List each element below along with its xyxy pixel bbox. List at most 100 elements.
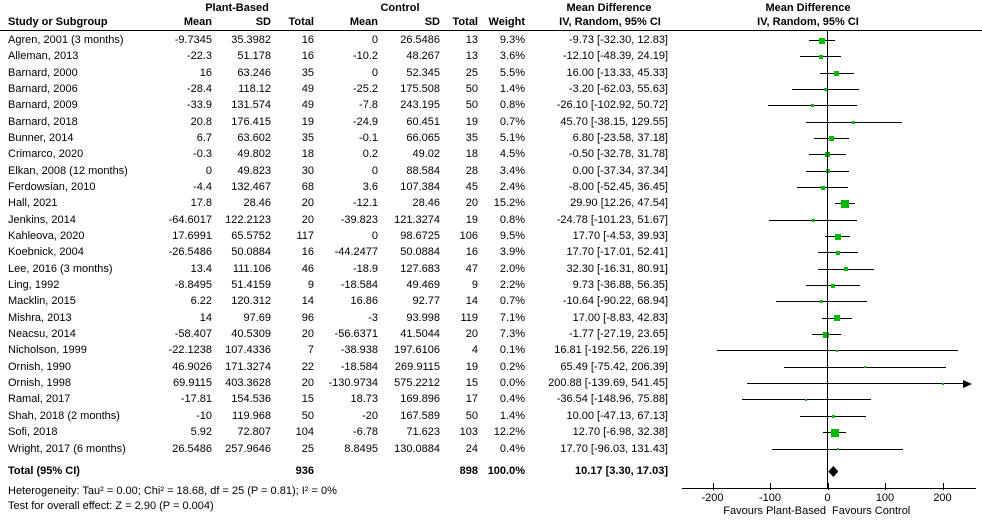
cell-pb_mean: -9.7345 [174, 34, 212, 46]
cell-pb_sd: 28.46 [243, 197, 271, 210]
plot-method-header: IV, Random, 95% CI [757, 16, 859, 28]
study-row: Hall, 2021 17.8 28.46 20 -12.1 28.46 20 15.2% 29… [0, 195, 982, 211]
plot-title: Mean Difference [765, 2, 851, 14]
effect-marker [942, 382, 944, 385]
pb-total-header: Total [288, 16, 314, 28]
cell-c_total: 17 [465, 393, 478, 406]
cell-c_mean: 0 [371, 164, 378, 177]
cell-pb_mean: -28.4 [186, 83, 212, 96]
cell-c_mean: -130.9734 [328, 377, 378, 390]
study-name: Agren, 2001 (3 months) [8, 34, 124, 46]
cell-pb_total: 49 [301, 83, 314, 96]
cell-ci_text: 9.73 [-36.88, 56.35] [572, 279, 668, 292]
cell-c_sd: 60.451 [406, 115, 440, 128]
cell-ci_text: 16.81 [-192.56, 226.19] [554, 344, 668, 357]
cell-ci_text: 17.70 [-4.53, 39.93] [572, 230, 668, 243]
cell-c_total: 13 [465, 50, 478, 63]
cell-pb_sd: 72.807 [237, 426, 271, 439]
axis-tick-label: 100 [875, 492, 895, 504]
study-row: Sofi, 2018 5.92 72.807 104 -6.78 71.623 103 12.… [0, 424, 982, 440]
cell-ci_text: 10.00 [-47.13, 67.13] [566, 409, 668, 422]
study-row: Ornish, 1990 46.9026 171.3274 22 -18.584 269.… [0, 359, 982, 375]
cell-ci_text: 0.00 [-37.34, 37.34] [572, 164, 668, 177]
cell-ci_text: 17.70 [-96.03, 131.43] [560, 442, 668, 455]
cell-weight: 7.1% [499, 311, 525, 324]
study-row: Wright, 2017 (6 months) 26.5486 257.9646 25… [0, 441, 982, 457]
cell-ci_text: 45.70 [-38.15, 129.55] [560, 115, 668, 128]
axis-tick [885, 483, 886, 490]
effect-marker [823, 331, 830, 338]
study-name: Neacsu, 2014 [8, 328, 76, 341]
cell-pb_sd: 154.536 [231, 393, 271, 406]
axis-tick [827, 483, 829, 490]
cell-c_sd: 93.998 [406, 311, 440, 324]
effect-marker [831, 283, 836, 288]
cell-pb_total: 46 [301, 262, 314, 275]
study-row: Agren, 2001 (3 months) -9.7345 35.3982 16 0 2… [0, 32, 982, 48]
cell-weight: 0.2% [499, 360, 525, 373]
study-name: Ling, 1992 [8, 279, 60, 292]
total-diamond [828, 466, 839, 477]
cell-pb_total: 117 [296, 230, 314, 243]
cell-ci_text: 29.90 [12.26, 47.54] [570, 197, 668, 210]
cell-pb_sd: 403.3628 [225, 377, 271, 390]
cell-c_total: 47 [465, 262, 478, 275]
zero-line [827, 31, 828, 488]
cell-c_sd: 167.589 [400, 409, 440, 422]
cell-pb_total: 25 [301, 442, 314, 455]
cell-pb_sd: 118.12 [238, 83, 271, 96]
effect-marker [864, 366, 867, 369]
study-row: Lee, 2016 (3 months) 13.4 111.106 46 -18.9 12… [0, 261, 982, 277]
study-name: Barnard, 2009 [8, 99, 78, 112]
cell-weight: 0.4% [499, 393, 525, 406]
cell-pb_sd: 63.602 [237, 132, 271, 145]
cell-pb_sd: 50.0884 [231, 246, 271, 259]
cell-weight: 9.3% [499, 34, 525, 46]
study-name: Barnard, 2006 [8, 83, 78, 96]
weight-header: Weight [488, 16, 525, 28]
cell-weight: 0.1% [499, 344, 525, 357]
study-name: Sofi, 2018 [8, 426, 58, 439]
study-row: Bunner, 2014 6.7 63.602 35 -0.1 66.065 35 5.1% 6… [0, 130, 982, 146]
cell-weight: 5.5% [499, 66, 525, 79]
effect-marker [844, 267, 849, 272]
cell-c_sd: 66.065 [406, 132, 440, 145]
effect-marker [831, 414, 835, 418]
study-row: Ornish, 1998 69.9115 403.3628 20 -130.9734 57… [0, 375, 982, 391]
favours-right-label: Favours Control [832, 505, 911, 517]
total-row: Total (95% CI) 936 898 100.0% 10.17 [3.3… [0, 463, 982, 479]
effect-marker [836, 448, 839, 450]
effect-marker [834, 233, 841, 240]
cell-pb_sd: 171.3274 [225, 360, 271, 373]
cell-pb_mean: 16 [199, 66, 212, 79]
cell-weight: 15.2% [493, 197, 525, 210]
cell-c_total: 50 [465, 409, 478, 422]
study-row: Ramal, 2017 -17.81 154.536 15 18.73 169.896 17… [0, 391, 982, 407]
axis-tick-label: 0 [824, 492, 831, 504]
effect-marker [852, 120, 856, 124]
cell-pb_total: 49 [301, 99, 314, 112]
study-name: Bunner, 2014 [8, 132, 74, 145]
study-row: Kahleova, 2020 17.6991 65.5752 117 0 98.6725 1… [0, 228, 982, 244]
cell-pb_total: 18 [301, 148, 314, 161]
study-name: Nicholson, 1999 [8, 344, 87, 357]
cell-pb_sd: 49.823 [237, 164, 271, 177]
study-name: Ramal, 2017 [8, 393, 71, 406]
cell-pb_total: 30 [301, 164, 314, 177]
study-row: Ferdowsian, 2010 -4.4 132.467 68 3.6 107.384 4… [0, 179, 982, 195]
cell-c_sd: 169.896 [400, 393, 440, 406]
cell-pb_total: 96 [301, 311, 314, 324]
control-sd-header: SD [424, 16, 440, 28]
cell-weight: 3.9% [499, 246, 525, 259]
cell-weight: 2.2% [499, 279, 525, 292]
header-divider [0, 30, 982, 31]
cell-pb_mean: 20.8 [190, 115, 212, 128]
cell-ci_text: 12.70 [-6.98, 32.38] [572, 426, 668, 439]
cell-c_sd: 49.02 [412, 148, 440, 161]
cell-pb_mean: -33.9 [186, 99, 212, 112]
favours-left-label: Favours Plant-Based [723, 505, 826, 517]
cell-pb_sd: 51.4159 [231, 279, 271, 292]
study-row: Macklin, 2015 6.22 120.312 14 16.86 92.77 14 0.… [0, 293, 982, 309]
cell-pb_mean: 6.22 [190, 295, 212, 308]
cell-c_total: 19 [465, 213, 478, 226]
